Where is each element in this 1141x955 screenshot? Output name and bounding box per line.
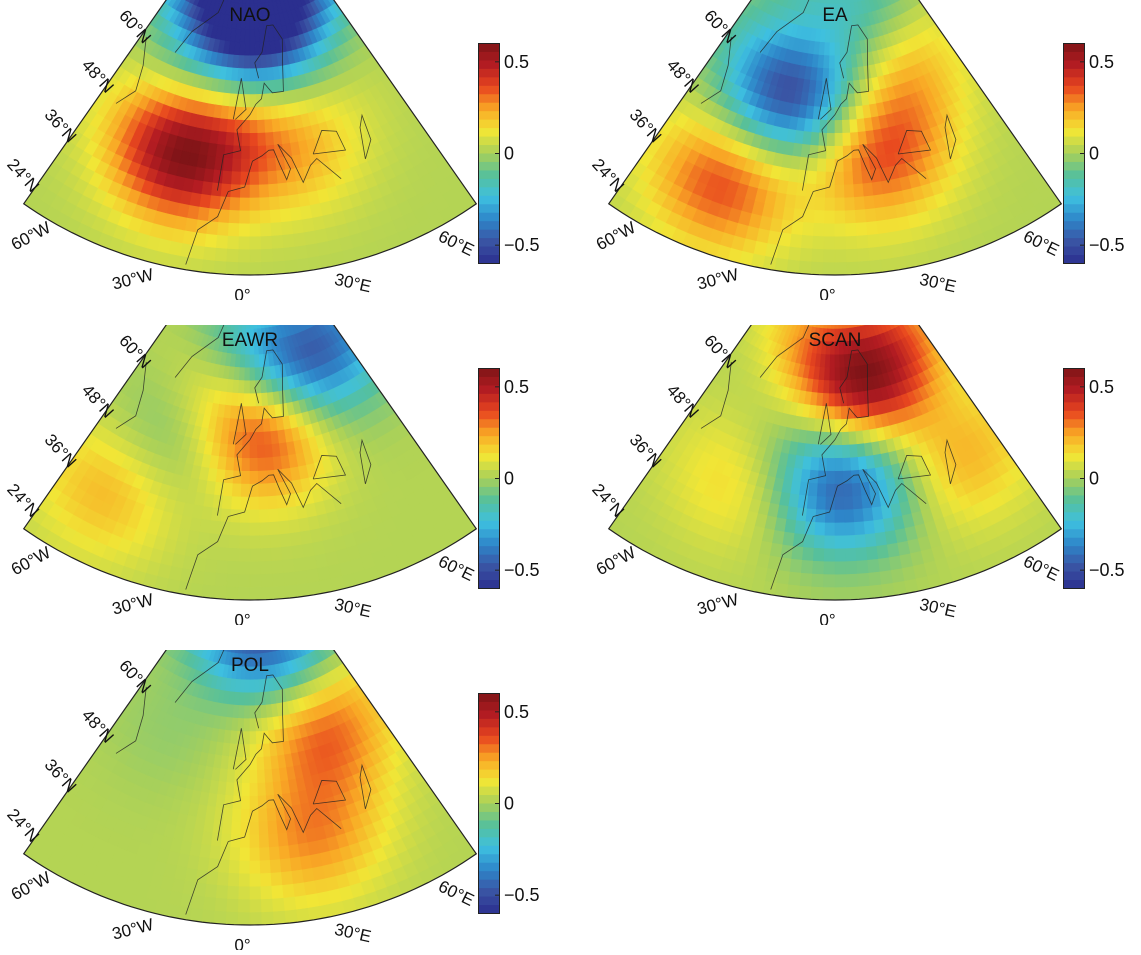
lon-label: 60°W: [8, 868, 54, 904]
lon-label: 30°W: [110, 590, 155, 619]
map-panel-nao: 60°W30°W0°30°E60°E24°N36°N48°N60°N72°NNA…: [0, 0, 560, 300]
map-svg: 60°W30°W0°30°E60°E24°N36°N48°N60°N72°N: [585, 325, 1141, 625]
field-shading: [609, 325, 1062, 600]
colorbar-tick-label: 0: [1089, 469, 1099, 489]
lon-label: 60°E: [1020, 552, 1062, 585]
panel-title: EAWR: [180, 330, 320, 352]
colorbar-tick-label: 0: [504, 469, 514, 489]
lon-label: 0°: [819, 286, 836, 300]
colorbar-tick-label: −0.5: [504, 560, 540, 580]
colorbar-tick-label: 0: [504, 144, 514, 164]
lon-label: 30°W: [110, 265, 155, 294]
colorbar: 0.5 0 −0.5: [478, 43, 558, 273]
panel-title: SCAN: [765, 330, 905, 352]
lon-label: 30°E: [918, 595, 958, 622]
map-svg: 60°W30°W0°30°E60°E24°N36°N48°N60°N72°N: [0, 325, 560, 625]
lon-label: 60°E: [435, 227, 477, 260]
panel-title: NAO: [180, 5, 320, 27]
lon-label: 0°: [234, 611, 251, 625]
map-panel-ea: 60°W30°W0°30°E60°E24°N36°N48°N60°N72°NEA: [585, 0, 1141, 300]
lon-label: 60°E: [1020, 227, 1062, 260]
lon-label: 60°W: [8, 218, 54, 254]
field-shading: [609, 0, 1062, 275]
map-svg: 60°W30°W0°30°E60°E24°N36°N48°N60°N72°N: [585, 0, 1141, 300]
lon-label: 30°W: [695, 590, 740, 619]
field-shading: [24, 325, 477, 600]
colorbar: 0.5 0 −0.5: [1063, 368, 1141, 598]
lon-label: 30°W: [695, 265, 740, 294]
colorbar-tick-label: 0: [504, 794, 514, 814]
lon-label: 30°E: [333, 270, 373, 297]
colorbar-tick-label: −0.5: [504, 885, 540, 905]
colorbar-tick-label: −0.5: [1089, 235, 1125, 255]
lon-label: 0°: [819, 611, 836, 625]
field-shading: [24, 0, 477, 275]
lon-label: 0°: [234, 286, 251, 300]
colorbar-tick-label: 0.5: [1089, 52, 1114, 72]
colorbar-tick-label: 0.5: [504, 52, 529, 72]
colorbar-tick-label: 0.5: [1089, 377, 1114, 397]
colorbar-tick-label: −0.5: [1089, 560, 1125, 580]
lon-label: 30°E: [333, 595, 373, 622]
field-shading: [24, 650, 477, 925]
colorbar-tick-label: 0.5: [504, 377, 529, 397]
lon-label: 60°W: [8, 543, 54, 579]
lon-label: 30°W: [110, 915, 155, 944]
map-panel-scan: 60°W30°W0°30°E60°E24°N36°N48°N60°N72°NSC…: [585, 325, 1141, 625]
map-panel-pol: 60°W30°W0°30°E60°E24°N36°N48°N60°N72°NPO…: [0, 650, 560, 950]
lon-label: 30°E: [333, 920, 373, 947]
colorbar: 0.5 0 −0.5: [478, 368, 558, 598]
lon-label: 60°E: [435, 552, 477, 585]
panel-title: EA: [765, 5, 905, 27]
map-svg: 60°W30°W0°30°E60°E24°N36°N48°N60°N72°N: [0, 650, 560, 950]
colorbar-tick-label: 0: [1089, 144, 1099, 164]
panel-title: POL: [180, 655, 320, 677]
colorbar-tick-label: 0.5: [504, 702, 529, 722]
lon-label: 60°W: [593, 218, 639, 254]
colorbar-tick-label: −0.5: [504, 235, 540, 255]
map-panel-eawr: 60°W30°W0°30°E60°E24°N36°N48°N60°N72°NEA…: [0, 325, 560, 625]
lon-label: 30°E: [918, 270, 958, 297]
colorbar: 0.5 0 −0.5: [478, 693, 558, 923]
lon-label: 60°W: [593, 543, 639, 579]
map-svg: 60°W30°W0°30°E60°E24°N36°N48°N60°N72°N: [0, 0, 560, 300]
colorbar: 0.5 0 −0.5: [1063, 43, 1141, 273]
lon-label: 60°E: [435, 877, 477, 910]
lon-label: 0°: [234, 936, 251, 950]
